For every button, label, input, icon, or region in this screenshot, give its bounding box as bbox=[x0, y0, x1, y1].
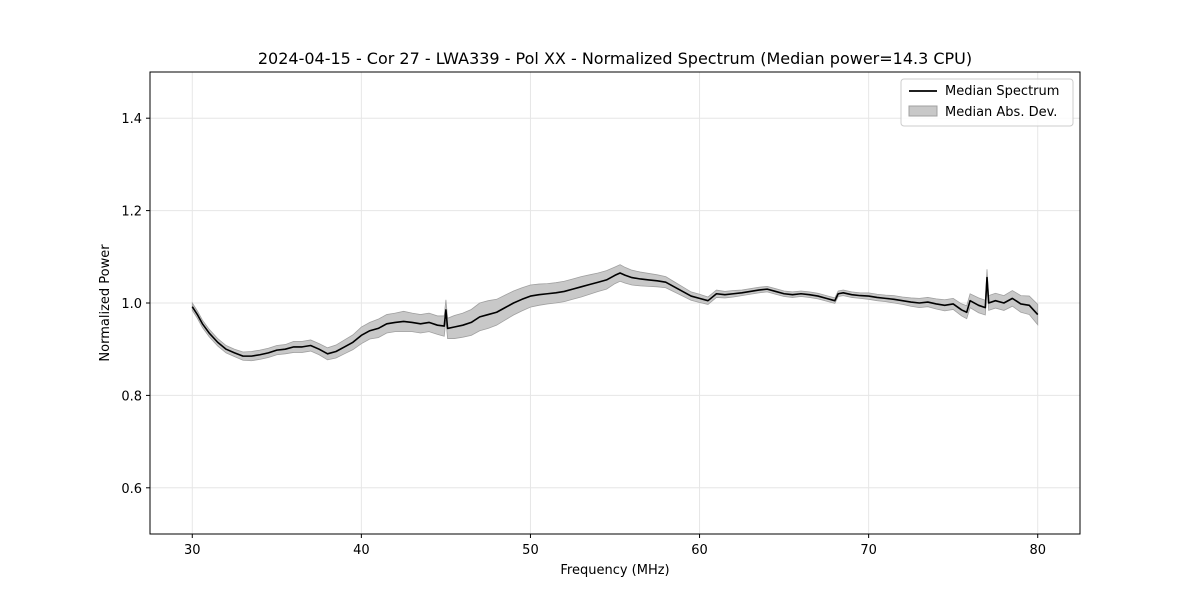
legend-band-swatch bbox=[908, 105, 938, 117]
y-tick-label: 0.8 bbox=[121, 389, 142, 404]
y-tick-label: 0.6 bbox=[121, 482, 142, 497]
chart-title: 2024-04-15 - Cor 27 - LWA339 - Pol XX - … bbox=[258, 49, 972, 68]
y-tick-label: 1.2 bbox=[121, 205, 142, 220]
mad-band bbox=[191, 264, 1039, 362]
mad-band-layer bbox=[191, 264, 1039, 362]
median-line-layer bbox=[191, 272, 1039, 357]
y-tick-label: 1.0 bbox=[121, 297, 142, 312]
x-tick-label: 80 bbox=[1029, 543, 1046, 558]
ticks: 30 40 50 60 70 80 0.6 0.8 1.0 1.2 1.4 bbox=[121, 112, 1046, 558]
median-spectrum-line bbox=[191, 272, 1039, 357]
y-tick-label: 1.4 bbox=[121, 112, 142, 127]
x-axis-label: Frequency (MHz) bbox=[560, 563, 669, 578]
legend-label-median-spectrum: Median Spectrum bbox=[945, 84, 1059, 99]
x-tick-label: 60 bbox=[691, 543, 708, 558]
legend: Median Spectrum Median Abs. Dev. bbox=[900, 78, 1074, 127]
legend-label-mad: Median Abs. Dev. bbox=[945, 105, 1057, 120]
x-tick-label: 70 bbox=[860, 543, 877, 558]
x-tick-label: 40 bbox=[353, 543, 370, 558]
x-tick-label: 30 bbox=[184, 543, 201, 558]
x-tick-label: 50 bbox=[522, 543, 539, 558]
y-axis-label: Normalized Power bbox=[98, 244, 113, 362]
legend-box bbox=[900, 78, 1074, 127]
